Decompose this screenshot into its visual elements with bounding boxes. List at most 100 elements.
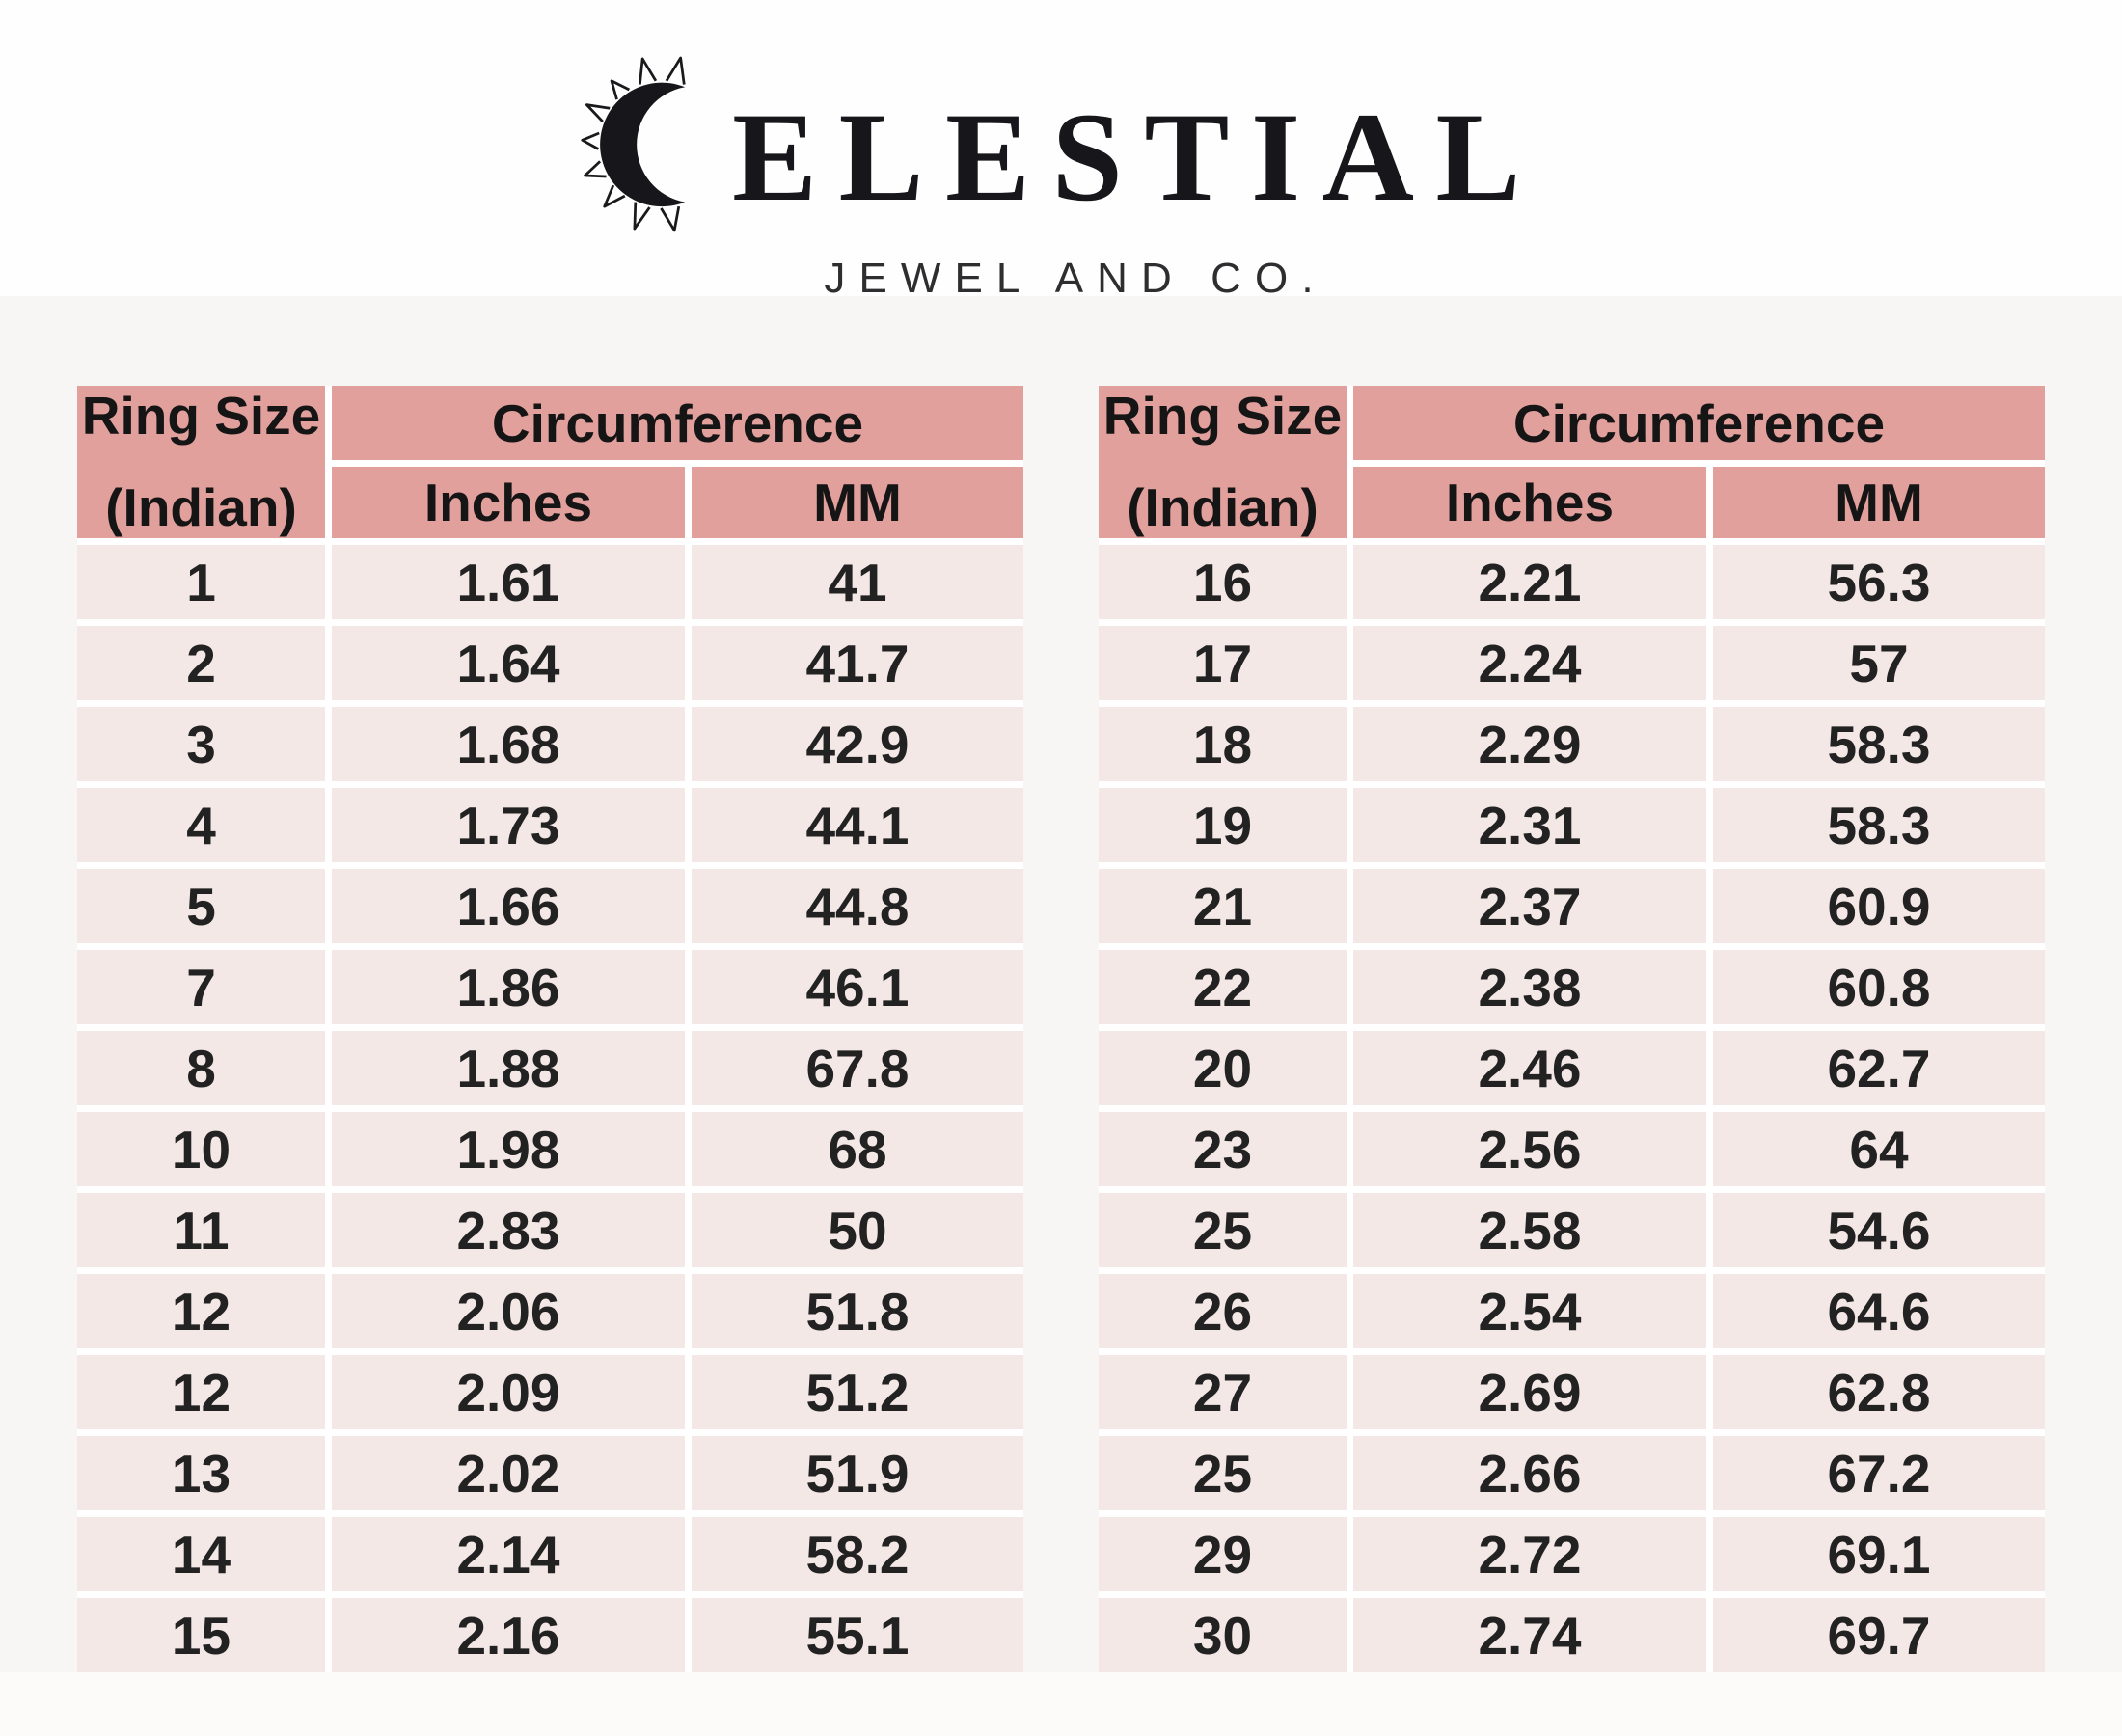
ring-size-table-left: Ring Size (Indian) Circumference Inches … (77, 386, 1023, 1672)
ring-size-header-line2: (Indian) (105, 477, 297, 537)
inches-cell: 1.66 (332, 869, 685, 943)
mm-cell: 67.2 (1712, 1436, 2045, 1510)
ring-size-cell: 18 (1099, 707, 1347, 781)
mm-cell: 44.1 (691, 788, 1023, 862)
inches-cell: 2.83 (332, 1193, 685, 1267)
logo-section: ELESTIAL JEWEL AND CO. (0, 0, 2122, 302)
ring-size-cell: 25 (1099, 1436, 1347, 1510)
ring-size-cell: 26 (1099, 1274, 1347, 1348)
inches-cell: 1.64 (332, 626, 685, 700)
mm-cell: 51.9 (691, 1436, 1023, 1510)
mm-cell: 54.6 (1712, 1193, 2045, 1267)
tables-wrap: Ring Size (Indian) Circumference Inches … (77, 386, 2045, 1672)
inches-header: Inches (332, 467, 685, 538)
inches-cell: 2.09 (332, 1355, 685, 1429)
inches-cell: 1.61 (332, 545, 685, 619)
mm-cell: 58.3 (1712, 788, 2045, 862)
ring-size-header: Ring Size (Indian) (77, 386, 326, 538)
mm-cell: 57 (1712, 626, 2045, 700)
mm-cell: 56.3 (1712, 545, 2045, 619)
mm-cell: 68 (691, 1112, 1023, 1186)
inches-cell: 2.14 (332, 1517, 685, 1591)
mm-cell: 41.7 (691, 626, 1023, 700)
ring-size-cell: 20 (1099, 1031, 1347, 1105)
mm-cell: 69.1 (1712, 1517, 2045, 1591)
page-bottom-margin (0, 1672, 2122, 1736)
circumference-header: Circumference (332, 386, 1023, 460)
ring-size-table-right: Ring Size (Indian) Circumference Inches … (1099, 386, 2045, 1672)
ring-size-cell: 5 (77, 869, 326, 943)
ring-size-cell: 12 (77, 1355, 326, 1429)
ring-size-cell: 16 (1099, 545, 1347, 619)
ring-size-cell: 30 (1099, 1598, 1347, 1672)
inches-cell: 2.56 (1353, 1112, 1706, 1186)
inches-cell: 2.69 (1353, 1355, 1706, 1429)
inches-cell: 2.02 (332, 1436, 685, 1510)
ring-size-cell: 14 (77, 1517, 326, 1591)
mm-cell: 62.7 (1712, 1031, 2045, 1105)
ring-size-cell: 12 (77, 1274, 326, 1348)
mm-cell: 60.9 (1712, 869, 2045, 943)
size-chart-section: Ring Size (Indian) Circumference Inches … (0, 296, 2122, 1672)
mm-header: MM (1712, 467, 2045, 538)
inches-cell: 2.38 (1353, 950, 1706, 1024)
inches-header: Inches (1353, 467, 1706, 538)
ring-size-cell: 19 (1099, 788, 1347, 862)
ring-size-cell: 25 (1099, 1193, 1347, 1267)
inches-cell: 2.72 (1353, 1517, 1706, 1591)
inches-cell: 1.98 (332, 1112, 685, 1186)
ring-size-cell: 15 (77, 1598, 326, 1672)
ring-size-header-line1: Ring Size (1102, 386, 1343, 446)
ring-size-cell: 11 (77, 1193, 326, 1267)
mm-cell: 50 (691, 1193, 1023, 1267)
inches-cell: 2.66 (1353, 1436, 1706, 1510)
inches-cell: 2.21 (1353, 545, 1706, 619)
mm-cell: 64.6 (1712, 1274, 2045, 1348)
ring-size-cell: 1 (77, 545, 326, 619)
inches-cell: 2.46 (1353, 1031, 1706, 1105)
inches-cell: 1.88 (332, 1031, 685, 1105)
ring-size-cell: 7 (77, 950, 326, 1024)
mm-cell: 58.2 (691, 1517, 1023, 1591)
ring-size-cell: 2 (77, 626, 326, 700)
brand-subtitle: JEWEL AND CO. (824, 255, 1327, 302)
mm-cell: 69.7 (1712, 1598, 2045, 1672)
mm-cell: 67.8 (691, 1031, 1023, 1105)
inches-cell: 2.37 (1353, 869, 1706, 943)
inches-cell: 2.29 (1353, 707, 1706, 781)
mm-header: MM (691, 467, 1023, 538)
brand-wordmark: ELESTIAL (732, 86, 1542, 228)
mm-cell: 51.2 (691, 1355, 1023, 1429)
mm-cell: 44.8 (691, 869, 1023, 943)
inches-cell: 2.16 (332, 1598, 685, 1672)
inches-cell: 2.54 (1353, 1274, 1706, 1348)
inches-cell: 1.86 (332, 950, 685, 1024)
mm-cell: 41 (691, 545, 1023, 619)
inches-cell: 2.24 (1353, 626, 1706, 700)
mm-cell: 58.3 (1712, 707, 2045, 781)
ring-size-cell: 4 (77, 788, 326, 862)
ring-size-cell: 27 (1099, 1355, 1347, 1429)
ring-size-header: Ring Size (Indian) (1099, 386, 1347, 538)
ring-size-cell: 21 (1099, 869, 1347, 943)
mm-cell: 62.8 (1712, 1355, 2045, 1429)
inches-cell: 1.68 (332, 707, 685, 781)
ring-size-cell: 10 (77, 1112, 326, 1186)
ring-size-cell: 29 (1099, 1517, 1347, 1591)
mm-cell: 42.9 (691, 707, 1023, 781)
circumference-header: Circumference (1353, 386, 2045, 460)
ring-size-header-line1: Ring Size (81, 386, 321, 446)
mm-cell: 51.8 (691, 1274, 1023, 1348)
brand: ELESTIAL (0, 0, 2122, 239)
ring-size-cell: 23 (1099, 1112, 1347, 1186)
inches-cell: 2.31 (1353, 788, 1706, 862)
ring-size-cell: 22 (1099, 950, 1347, 1024)
inches-cell: 1.73 (332, 788, 685, 862)
ring-size-cell: 17 (1099, 626, 1347, 700)
ring-size-cell: 13 (77, 1436, 326, 1510)
inches-cell: 2.06 (332, 1274, 685, 1348)
mm-cell: 46.1 (691, 950, 1023, 1024)
ring-size-header-line2: (Indian) (1127, 477, 1319, 537)
inches-cell: 2.58 (1353, 1193, 1706, 1267)
mm-cell: 60.8 (1712, 950, 2045, 1024)
